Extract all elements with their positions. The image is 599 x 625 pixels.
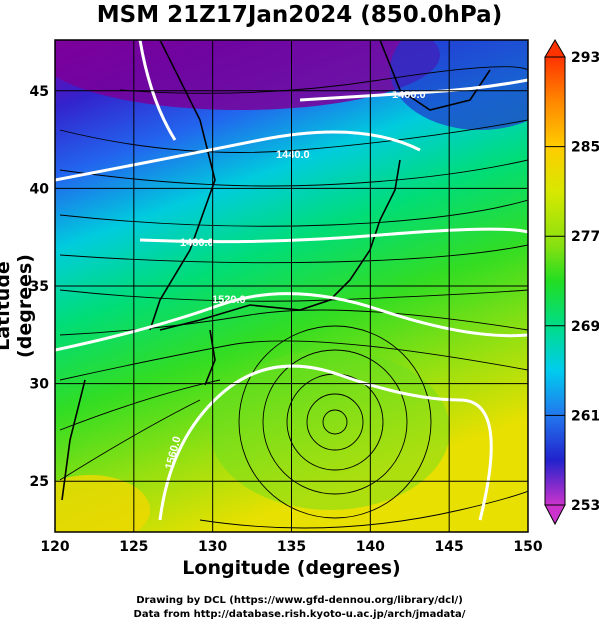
colorbar-tick-label: 277 bbox=[571, 229, 599, 245]
y-axis-label: Latitude (degrees) bbox=[0, 254, 36, 358]
y-tick-label: 35 bbox=[30, 279, 49, 295]
x-tick-label: 140 bbox=[356, 539, 385, 555]
contour-label: 1480.0 bbox=[180, 237, 214, 249]
x-tick-labels: 120 125 130 135 140 145 150 bbox=[40, 539, 542, 555]
contour-label: 1400.0 bbox=[392, 89, 426, 101]
y-tick-label: 25 bbox=[30, 474, 49, 490]
x-tick-label: 145 bbox=[435, 539, 464, 555]
plot-frame bbox=[54, 39, 529, 533]
x-axis-label: Longitude (degrees) bbox=[182, 557, 401, 579]
y-tick-labels: 25 30 35 40 45 bbox=[30, 84, 50, 490]
y-tick-label: 40 bbox=[30, 181, 50, 197]
colorbar-min-arrow bbox=[544, 504, 566, 526]
x-tick-label: 120 bbox=[40, 539, 69, 555]
lat-lon-grid bbox=[55, 40, 528, 532]
temperature-field: 1400.0 1440.0 1480.0 1520.0 1560.0 bbox=[55, 40, 528, 532]
y-tick-label: 30 bbox=[30, 377, 50, 393]
x-tick-label: 125 bbox=[119, 539, 148, 555]
x-tick-label: 150 bbox=[513, 539, 542, 555]
x-tick-label: 135 bbox=[277, 539, 306, 555]
contour-label: 1520.0 bbox=[212, 294, 246, 306]
colorbar-tick-label: 269 bbox=[571, 319, 599, 335]
contour-label: 1440.0 bbox=[276, 149, 310, 161]
credit-data: Data from http://database.rish.kyoto-u.a… bbox=[133, 609, 466, 620]
credit-drawing: Drawing by DCL (https://www.gfd-dennou.o… bbox=[136, 595, 463, 606]
map-title: MSM 21Z17Jan2024 (850.0hPa) bbox=[96, 2, 503, 28]
colorbar: 293 285 277 269 261 253 bbox=[544, 39, 599, 526]
coastlines bbox=[61, 40, 491, 501]
y-tick-label: 45 bbox=[30, 84, 49, 100]
colorbar-max-arrow bbox=[544, 39, 566, 58]
colorbar-tick-label: 285 bbox=[571, 140, 599, 156]
colorbar-tick-label: 261 bbox=[571, 408, 599, 424]
height-contours bbox=[55, 40, 528, 521]
x-tick-label: 130 bbox=[198, 539, 227, 555]
colorbar-tick-label: 293 bbox=[571, 50, 599, 66]
colorbar-tick-label: 253 bbox=[571, 498, 599, 514]
